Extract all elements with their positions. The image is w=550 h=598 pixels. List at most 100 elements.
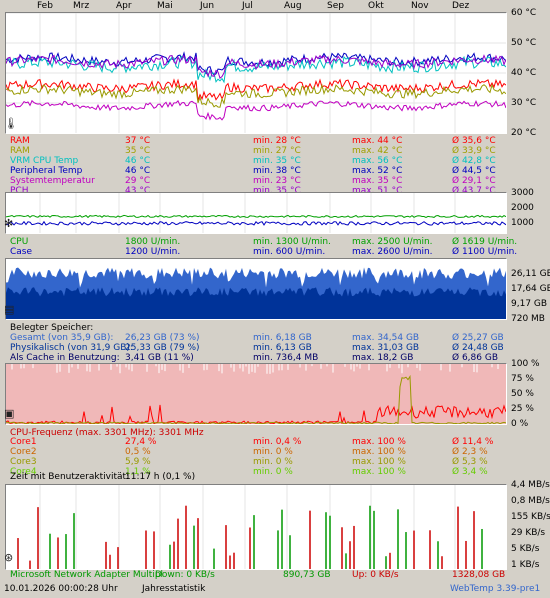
fan-series-line (6, 220, 506, 226)
cpu-chip-icon: ▣ (4, 407, 15, 420)
month-label: Jun (200, 1, 215, 11)
temp-tick: 40 °C (511, 68, 537, 78)
temp-legend-cur: 29 °C (125, 176, 151, 186)
cpu-tick: 75 % (511, 374, 534, 384)
fan-legend-name: CPU (10, 237, 29, 247)
temp-legend-cur: 43 °C (125, 186, 151, 196)
temp-legend-min: min. 27 °C (253, 146, 301, 156)
temp-legend-name: VRM CPU Temp (10, 156, 79, 166)
cpu-legend-max: max. 100 % (352, 447, 406, 457)
cpu-plot (6, 364, 506, 424)
fan-legend-cur: 1200 U/min. (125, 247, 181, 257)
memory-plot (6, 267, 506, 319)
cpu-legend-min: min. 0 % (253, 447, 293, 457)
temperature-chart (5, 12, 507, 134)
mem-legend-name: Gesamt (von 35,9 GB): (10, 333, 114, 343)
temp-legend-avg: Ø 43,7 °C (452, 186, 496, 196)
memory-chip-icon: ▤ (4, 303, 15, 316)
network-plot (17, 485, 483, 569)
month-label: Sep (327, 1, 344, 11)
thermometer-icon: 🌡 (4, 117, 18, 130)
mem-legend-min: min. 6,13 GB (253, 343, 312, 353)
fan-legend-max: max. 2500 U/min. (352, 237, 433, 247)
mem-physical-area (6, 287, 506, 319)
fan-legend-cur: 1800 U/min. (125, 237, 181, 247)
footer-version-link[interactable]: WebTemp 3.39-pre1 (450, 584, 541, 594)
cpu-core3-line (6, 374, 506, 424)
month-label: Dez (452, 1, 470, 11)
network-adapter-name: Microsoft Network Adapter Multipl (10, 570, 164, 580)
month-label: Mai (157, 1, 173, 11)
temperature-plot (6, 13, 506, 133)
footer-mode: Jahresstatistik (142, 584, 206, 594)
temp-legend-avg: Ø 35,6 °C (452, 136, 496, 146)
net-tick: 4,4 MB/s (511, 480, 550, 490)
network-up-total: 1328,08 GB (452, 570, 506, 580)
cpu-legend-cur: 0,5 % (125, 447, 151, 457)
mem-legend-max: max. 18,2 GB (352, 353, 414, 363)
month-label: Aug (284, 1, 302, 11)
temp-legend-cur: 37 °C (125, 136, 151, 146)
mem-legend-max: max. 34,54 GB (352, 333, 420, 343)
temp-series-line (6, 83, 506, 108)
temp-legend-max: max. 51 °C (352, 186, 403, 196)
month-label: Nov (411, 1, 429, 11)
fan-series-line (6, 214, 506, 219)
fan-legend-avg: Ø 1619 U/min. (452, 237, 518, 247)
temp-legend-min: min. 35 °C (253, 156, 301, 166)
month-label: Feb (37, 1, 53, 11)
temp-tick: 60 °C (511, 8, 537, 18)
net-tick: 5 KB/s (511, 544, 540, 554)
cpu-legend-cur: 1,1 % (125, 467, 151, 477)
net-tick: 29 KB/s (511, 528, 546, 538)
temp-legend-name: Peripheral Temp (10, 166, 83, 176)
cpu-legend-name: Core2 (10, 447, 37, 457)
temp-legend-max: max. 42 °C (352, 146, 403, 156)
temp-legend-min: min. 23 °C (253, 176, 301, 186)
temp-legend-min: min. 35 °C (253, 186, 301, 196)
activity-value: 11:17 h (0,1 %) (125, 472, 196, 482)
cpu-tick: 25 % (511, 404, 534, 414)
cpu-legend-cur: 5,9 % (125, 457, 151, 467)
network-up-rate: Up: 0 KB/s (352, 570, 399, 580)
mem-legend-cur: 3,41 GB (11 %) (125, 353, 194, 363)
temp-tick: 20 °C (511, 128, 537, 138)
memory-chart (5, 258, 507, 320)
mem-tick: 720 MB (511, 314, 545, 324)
network-icon: ⊛ (4, 551, 14, 564)
temp-legend-cur: 46 °C (125, 156, 151, 166)
fan-tick: 1000 (511, 218, 534, 228)
temp-legend-max: max. 44 °C (352, 136, 403, 146)
fan-legend-min: min. 1300 U/min. (253, 237, 331, 247)
fan-legend-max: max. 2600 U/min. (352, 247, 433, 257)
mem-legend-max: max. 31,03 GB (352, 343, 420, 353)
temp-tick: 50 °C (511, 38, 537, 48)
mem-legend-avg: Ø 6,86 GB (452, 353, 498, 363)
net-tick: 155 KB/s (511, 512, 550, 522)
mem-tick: 17,64 GB (511, 284, 550, 294)
temp-legend-avg: Ø 29,1 °C (452, 176, 496, 186)
month-label: Apr (116, 1, 132, 11)
mem-tick: 26,11 GB (511, 269, 550, 279)
cpu-legend-name: Core1 (10, 437, 37, 447)
memory-header: Belegter Speicher: (10, 323, 94, 333)
temp-legend-cur: 46 °C (125, 166, 151, 176)
temp-legend-avg: Ø 33,9 °C (452, 146, 496, 156)
cpu-legend-avg: Ø 5,3 % (452, 457, 488, 467)
cpu-tick: 0 % (511, 419, 529, 429)
cpu-legend-max: max. 100 % (352, 457, 406, 467)
cpu-legend-max: max. 100 % (352, 437, 406, 447)
mem-legend-min: min. 736,4 MB (253, 353, 319, 363)
fan-icon: ✻ (4, 217, 14, 230)
temp-legend-name: PCH (10, 186, 29, 196)
network-down-rate: Down: 0 KB/s (155, 570, 215, 580)
network-chart (5, 484, 507, 570)
cpu-legend-avg: Ø 2,3 % (452, 447, 488, 457)
temp-tick: 30 °C (511, 98, 537, 108)
mem-tick: 9,17 GB (511, 299, 548, 309)
cpu-chart (5, 363, 507, 425)
fan-tick: 2000 (511, 203, 534, 213)
net-tick: 1 KB/s (511, 560, 540, 570)
mem-legend-name: Physikalisch (von 31,9 GB): (10, 343, 133, 353)
month-label: Mrz (73, 1, 90, 11)
